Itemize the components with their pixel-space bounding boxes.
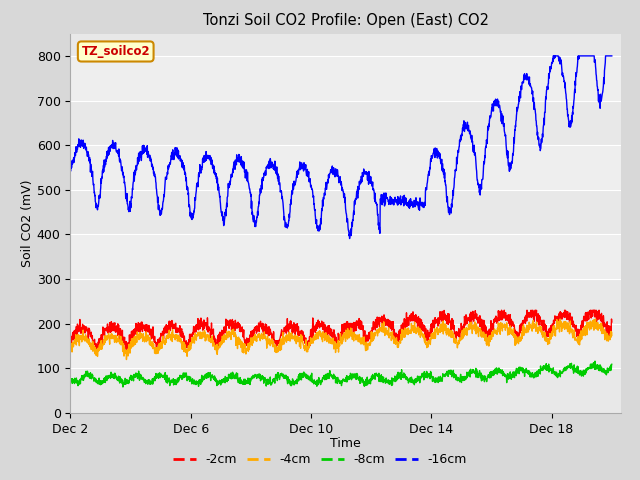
Bar (70, 234, 621, 279)
Title: Tonzi Soil CO2 Profile: Open (East) CO2: Tonzi Soil CO2 Profile: Open (East) CO2 (203, 13, 488, 28)
Text: TZ_soilco2: TZ_soilco2 (81, 45, 150, 58)
Legend: -2cm, -4cm, -8cm, -16cm: -2cm, -4cm, -8cm, -16cm (168, 448, 472, 471)
Bar (70, 324, 621, 368)
Y-axis label: Soil CO2 (mV): Soil CO2 (mV) (21, 180, 34, 267)
Bar (70, 56, 621, 100)
X-axis label: Time: Time (330, 437, 361, 450)
Bar (70, 145, 621, 190)
